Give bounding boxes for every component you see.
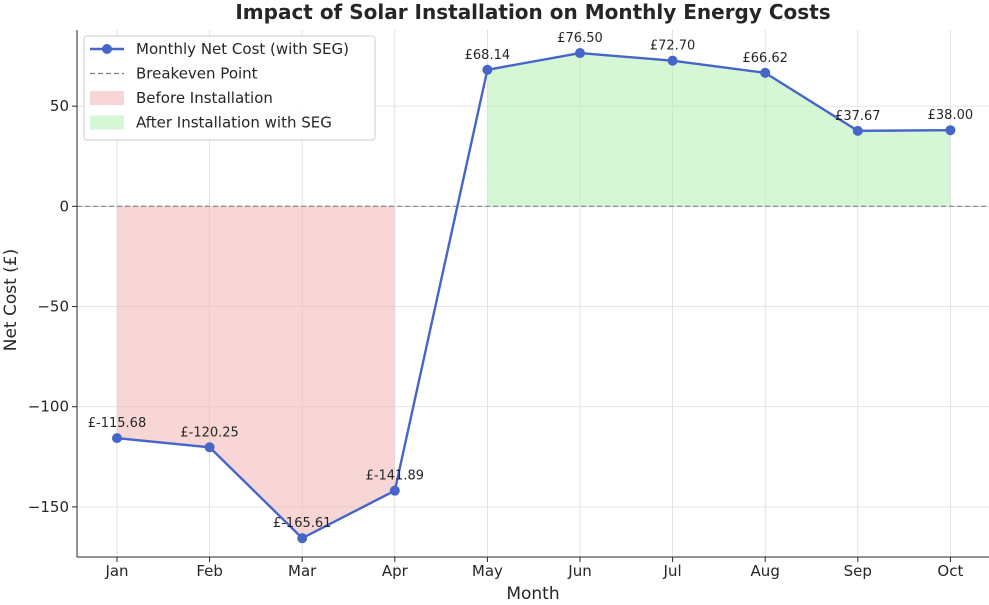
legend-label: Monthly Net Cost (with SEG) xyxy=(136,40,349,58)
data-label: £38.00 xyxy=(928,108,974,123)
data-point xyxy=(482,64,493,75)
data-point xyxy=(575,48,585,59)
data-point xyxy=(112,433,122,444)
legend-label: After Installation with SEG xyxy=(136,114,332,132)
legend-item-after-installation: After Installation with SEG xyxy=(90,114,332,132)
legend-swatch xyxy=(90,91,124,105)
x-tick-label: Apr xyxy=(382,562,409,580)
data-point xyxy=(852,125,863,136)
x-tick-label: May xyxy=(472,562,503,580)
data-point xyxy=(204,442,215,453)
y-tick-label: 0 xyxy=(59,197,69,215)
data-label: £37.67 xyxy=(835,109,881,124)
legend-item-breakeven-point: Breakeven Point xyxy=(90,65,258,83)
data-point xyxy=(760,67,771,78)
x-tick-label: Oct xyxy=(937,562,963,580)
x-tick-label: Sep xyxy=(844,562,872,580)
chart-title: Impact of Solar Installation on Monthly … xyxy=(235,0,830,24)
legend-label: Before Installation xyxy=(136,89,273,107)
data-label: £-141.89 xyxy=(366,469,424,484)
data-label: £72.70 xyxy=(650,39,696,54)
x-tick-label: Jul xyxy=(663,562,682,580)
data-label: £66.62 xyxy=(742,51,788,66)
data-label: £-115.68 xyxy=(88,416,146,431)
y-tick-label: −50 xyxy=(37,298,69,316)
x-tick-label: Mar xyxy=(288,562,317,580)
x-tick-label: Jun xyxy=(567,562,591,580)
data-label: £-120.25 xyxy=(180,425,238,440)
y-tick-label: 50 xyxy=(50,97,69,115)
legend: Monthly Net Cost (with SEG) Breakeven Poi… xyxy=(83,35,376,141)
legend-box xyxy=(83,35,376,141)
shaded-region-before-installation xyxy=(117,206,395,539)
plot-area: £-115.68 £-120.25 £-165.61 £-141.89 £68.14 £7… xyxy=(28,30,989,580)
data-point xyxy=(945,125,956,136)
legend-marker xyxy=(102,44,112,54)
series-line xyxy=(116,51,951,540)
data-label: £76.50 xyxy=(557,31,603,46)
y-axis-label: Net Cost (£) xyxy=(1,249,21,352)
x-axis-label: Month xyxy=(506,584,559,604)
x-tick-label: Aug xyxy=(751,562,780,580)
y-tick-label: −100 xyxy=(28,398,69,416)
data-point xyxy=(389,485,400,496)
legend-swatch xyxy=(90,115,124,130)
data-label: £68.14 xyxy=(465,48,511,63)
y-tick-label: −150 xyxy=(28,498,69,516)
data-point xyxy=(297,533,308,544)
legend-item-monthly-net-cost: Monthly Net Cost (with SEG) xyxy=(90,40,349,58)
x-tick-label: Jan xyxy=(104,562,128,580)
data-point xyxy=(667,55,678,66)
legend-label: Breakeven Point xyxy=(136,65,258,83)
shaded-region-after-installation xyxy=(487,53,951,207)
x-tick-label: Feb xyxy=(196,562,223,580)
legend-item-before-installation: Before Installation xyxy=(90,89,273,107)
data-label: £-165.61 xyxy=(273,516,331,531)
